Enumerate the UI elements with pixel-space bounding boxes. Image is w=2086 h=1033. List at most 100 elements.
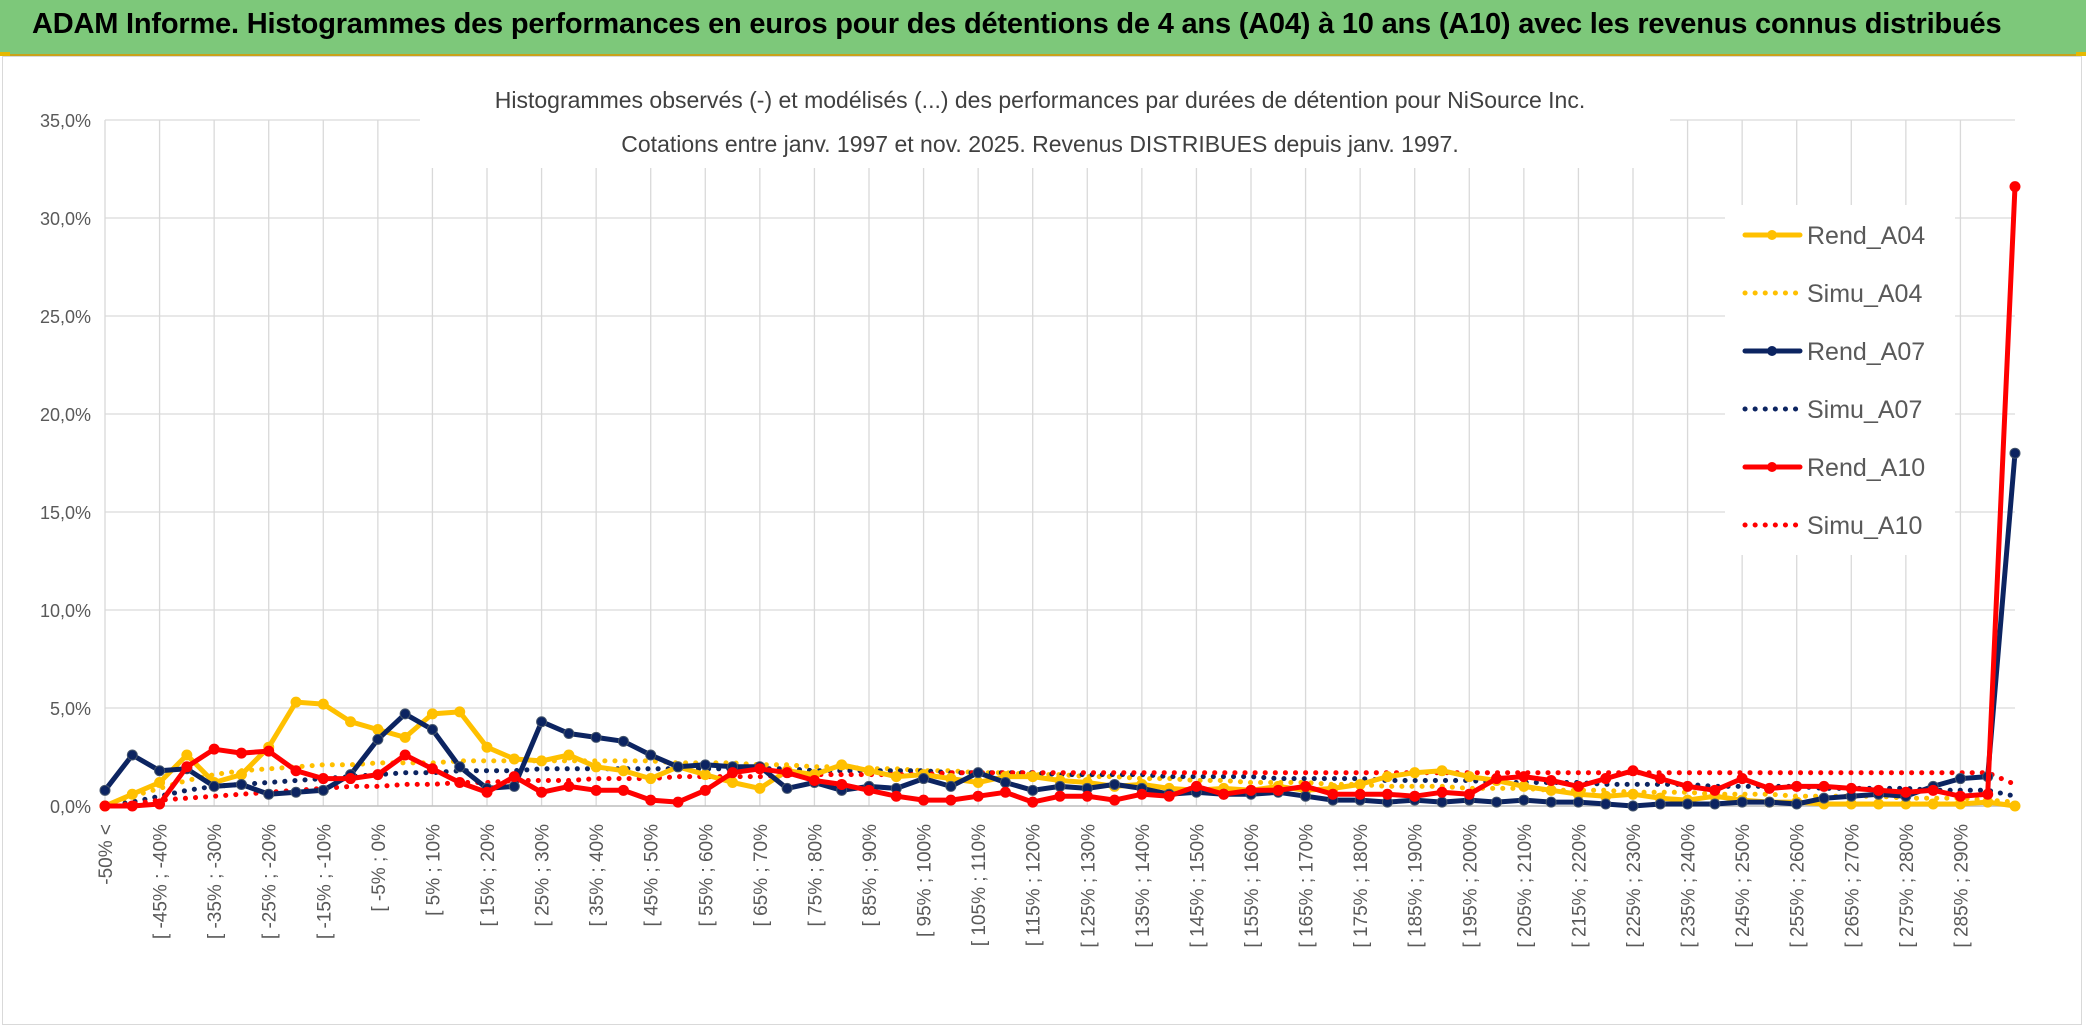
title-backdrop [420, 80, 1670, 168]
data-point-rend_a10 [863, 784, 875, 796]
x-tick-label: [ 215% ; 220% [1569, 824, 1590, 948]
data-point-rend_a10 [2009, 181, 2021, 193]
x-tick-label: [ 105% ; 110% [969, 824, 990, 946]
data-point-rend_a07 [208, 780, 220, 792]
x-tick-label: [ 25% ; 30% [533, 824, 554, 927]
data-point-rend_a10 [1136, 788, 1148, 800]
data-point-rend_a10 [972, 790, 984, 802]
x-tick-label: [ 155% ; 160% [1242, 824, 1263, 948]
data-point-rend_a10 [1190, 780, 1202, 792]
data-point-rend_a07 [536, 716, 548, 728]
data-point-rend_a04 [1627, 788, 1639, 800]
data-point-rend_a07 [235, 778, 247, 790]
data-point-rend_a10 [1272, 784, 1284, 796]
axis-ticks: 0,0% 5,0% 10,0% 15,0% 20,0% 25,0% 30,0% 35,0% -5… [40, 111, 1972, 948]
data-point-rend_a10 [672, 796, 684, 808]
data-point-rend_a07 [1436, 796, 1448, 808]
data-point-rend_a10 [890, 790, 902, 802]
data-point-rend_a10 [1927, 784, 1939, 796]
data-point-rend_a10 [1572, 780, 1584, 792]
x-tick-label: [ 135% ; 140% [1133, 824, 1154, 948]
data-point-rend_a10 [536, 786, 548, 798]
data-point-rend_a04 [972, 776, 984, 788]
data-point-rend_a04 [1518, 780, 1530, 792]
x-tick-label: [ 5% ; 10% [423, 824, 444, 916]
page-title: ADAM Informe. Histogrammes des performan… [32, 8, 2002, 40]
data-point-rend_a10 [1736, 773, 1748, 785]
data-point-rend_a10 [317, 773, 329, 785]
data-point-rend_a07 [672, 761, 684, 773]
data-point-rend_a10 [699, 784, 711, 796]
data-point-rend_a10 [1245, 784, 1257, 796]
x-tick-label: [ 65% ; 70% [751, 824, 772, 927]
data-point-rend_a10 [1381, 788, 1393, 800]
x-tick-label: [ 235% ; 240% [1679, 824, 1700, 948]
data-point-rend_a04 [235, 769, 247, 781]
y-tick-label: 25,0% [40, 307, 91, 327]
data-point-rend_a10 [1463, 788, 1475, 800]
data-point-rend_a04 [1927, 798, 1939, 810]
data-point-rend_a10 [999, 786, 1011, 798]
data-point-rend_a07 [1054, 780, 1066, 792]
data-point-rend_a07 [1627, 800, 1639, 812]
legend-marker [1767, 230, 1777, 240]
data-point-rend_a07 [1545, 796, 1557, 808]
x-tick-label: [ -25% ; -20% [260, 824, 281, 939]
data-point-rend_a04 [345, 716, 357, 728]
data-point-rend_a07 [1736, 796, 1748, 808]
data-point-rend_a10 [454, 776, 466, 788]
data-point-rend_a10 [645, 794, 657, 806]
data-point-rend_a10 [1436, 786, 1448, 798]
data-point-rend_a04 [126, 788, 138, 800]
data-point-rend_a10 [1791, 780, 1803, 792]
legend: Rend_A04 Simu_A04 Rend_A07 Simu_A07 Rend_A10… [1725, 205, 1955, 555]
data-point-rend_a07 [1954, 773, 1966, 785]
data-point-rend_a10 [1654, 773, 1666, 785]
chart-frame [2, 56, 2082, 1025]
x-tick-label: [ 205% ; 210% [1515, 824, 1536, 948]
data-point-rend_a10 [1682, 780, 1694, 792]
x-tick-label: [ 225% ; 230% [1624, 824, 1645, 948]
data-point-rend_a10 [1491, 773, 1503, 785]
data-point-rend_a10 [918, 794, 930, 806]
legend-label: Rend_A07 [1807, 338, 1925, 366]
series-line-simu_a07 [102, 766, 2018, 809]
data-point-rend_a04 [2009, 800, 2021, 812]
data-point-rend_a10 [154, 798, 166, 810]
data-point-rend_a07 [399, 708, 411, 720]
y-tick-label: 30,0% [40, 209, 91, 229]
data-point-rend_a10 [781, 767, 793, 779]
x-tick-label: [ -35% ; -30% [205, 824, 226, 939]
x-tick-label: [ 85% ; 90% [860, 824, 881, 927]
data-point-rend_a07 [154, 765, 166, 777]
data-point-rend_a10 [508, 771, 520, 783]
data-point-rend_a04 [836, 759, 848, 771]
x-tick-label: [ 285% ; 290% [1951, 824, 1972, 948]
data-point-rend_a10 [235, 747, 247, 759]
data-point-rend_a10 [1109, 794, 1121, 806]
data-point-rend_a07 [99, 784, 111, 796]
data-point-rend_a07 [263, 788, 275, 800]
data-point-rend_a10 [1982, 788, 1994, 800]
data-point-rend_a07 [317, 784, 329, 796]
data-point-rend_a10 [345, 773, 357, 785]
data-point-rend_a04 [590, 761, 602, 773]
x-tick-label: [ 125% ; 130% [1078, 824, 1099, 948]
chart-subtitle: Cotations entre janv. 1997 et nov. 2025.… [621, 131, 1458, 157]
data-point-rend_a07 [2009, 447, 2021, 459]
legend-label: Rend_A04 [1807, 222, 1925, 250]
data-point-rend_a07 [454, 761, 466, 773]
x-tick-label: [ 145% ; 150% [1187, 824, 1208, 948]
data-point-rend_a10 [754, 763, 766, 775]
data-point-rend_a07 [563, 727, 575, 739]
data-point-rend_a07 [972, 767, 984, 779]
data-point-rend_a04 [1027, 771, 1039, 783]
x-tick-label: [ -45% ; -40% [151, 824, 172, 939]
data-point-rend_a04 [399, 731, 411, 743]
data-point-rend_a10 [1900, 786, 1912, 798]
data-point-rend_a10 [1027, 796, 1039, 808]
x-tick-label: [ 15% ; 20% [478, 824, 499, 927]
data-point-rend_a04 [727, 776, 739, 788]
data-point-rend_a10 [727, 767, 739, 779]
legend-label: Rend_A10 [1807, 454, 1925, 482]
